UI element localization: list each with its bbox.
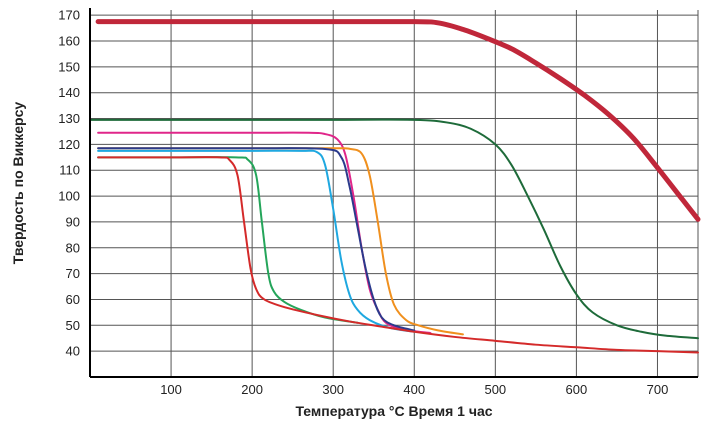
x-tick-label: 600 xyxy=(566,382,588,397)
y-tick-label: 150 xyxy=(58,59,80,74)
series-line-5 xyxy=(97,147,416,332)
y-tick-label: 80 xyxy=(66,240,80,255)
x-tick-label: 500 xyxy=(484,382,506,397)
x-tick-label: 400 xyxy=(403,382,425,397)
axes xyxy=(89,8,698,378)
series-line-2 xyxy=(89,118,699,340)
series-lines xyxy=(89,19,701,354)
y-tick-label: 120 xyxy=(58,137,80,152)
series-line-1 xyxy=(95,19,701,222)
y-tick-label: 100 xyxy=(58,189,80,204)
x-axis-label: Температура °C Время 1 час xyxy=(295,403,492,419)
y-tick-label: 50 xyxy=(66,318,80,333)
y-tick-label: 170 xyxy=(58,8,80,23)
tick-labels: 100 200 300 400 500 600 700 40 50 60 70 80 90 100 110 1… xyxy=(58,8,668,397)
x-tick-label: 700 xyxy=(647,382,669,397)
y-tick-label: 160 xyxy=(58,34,80,49)
y-tick-label: 110 xyxy=(59,163,80,178)
y-tick-label: 140 xyxy=(58,85,80,100)
x-tick-label: 300 xyxy=(322,382,344,397)
y-tick-label: 60 xyxy=(66,292,80,307)
x-tick-label: 100 xyxy=(160,382,182,397)
series-line-6 xyxy=(97,149,416,333)
x-tick-label: 200 xyxy=(241,382,263,397)
series-line-8 xyxy=(97,156,699,354)
y-tick-label: 70 xyxy=(66,266,80,281)
y-tick-label: 40 xyxy=(66,344,80,359)
series-line-3 xyxy=(97,131,432,335)
y-tick-label: 130 xyxy=(58,111,80,126)
series-line-7 xyxy=(97,156,359,324)
y-axis-label: Твердость по Виккерсу xyxy=(10,102,26,265)
y-tick-label: 90 xyxy=(66,214,80,229)
grid xyxy=(90,10,699,377)
